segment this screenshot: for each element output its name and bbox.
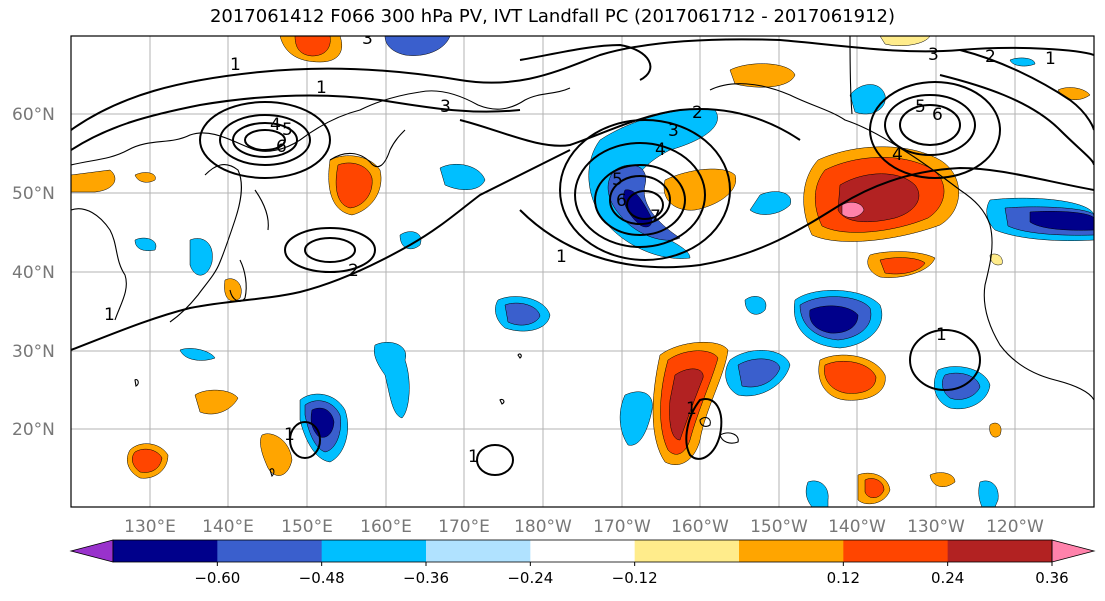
colorbar-cell (530, 540, 636, 562)
colorbar-outline (112, 539, 1053, 563)
contour-label: 6 (616, 191, 627, 211)
colorbar-cell (426, 540, 531, 562)
contour-label: 4 (270, 115, 281, 135)
lat-label: 60°N (12, 105, 55, 125)
longitude-labels: 130°E 140°E 150°E 160°E 170°E 180°W 170°… (124, 517, 1044, 537)
contour-label: 3 (928, 45, 939, 65)
colorbar-cell (947, 540, 1053, 562)
colorbar-tick-label: −0.48 (299, 569, 345, 587)
latitude-labels: 60°N 50°N 40°N 30°N 20°N (12, 105, 55, 440)
map-frame (70, 35, 1095, 508)
contour-label: 3 (668, 121, 679, 141)
lon-label: 160°E (360, 517, 412, 537)
lon-label: 150°E (281, 517, 333, 537)
contour-label: 3 (362, 29, 373, 49)
contour-label: 5 (915, 97, 926, 117)
colorbar-tick-label: 0.36 (1035, 569, 1068, 587)
contour-label: 1 (284, 425, 295, 445)
colorbar: −0.60−0.48−0.36−0.24−0.120.120.240.360.4… (69, 539, 1096, 587)
contour-label: 4 (655, 140, 666, 160)
contour-label: 1 (316, 78, 327, 98)
colorbar-tick-label: −0.60 (194, 569, 240, 587)
contour-label: 2 (985, 47, 996, 67)
contour-label: 1 (104, 305, 115, 325)
colorbar-ticks: −0.60−0.48−0.36−0.24−0.120.120.240.360.4… (194, 562, 1069, 587)
contour-label: 2 (692, 103, 703, 123)
colorbar-tick-label: −0.24 (507, 569, 553, 587)
colorbar-tick-label: 0.24 (931, 569, 964, 587)
contour-label: 2 (348, 261, 359, 281)
contour-label: 1 (468, 447, 479, 467)
colorbar-tick-label: 0.12 (827, 569, 860, 587)
lon-label: 170°E (438, 517, 490, 537)
coastlines (71, 36, 1094, 478)
lon-label: 140°E (202, 517, 254, 537)
colorbar-cell (634, 540, 740, 562)
colorbar-cells (69, 539, 1096, 563)
contour-label: 1 (230, 55, 241, 75)
contour-label: 6 (276, 137, 287, 157)
lon-label: 130°E (124, 517, 176, 537)
colorbar-arrow-right (1051, 539, 1096, 563)
colorbar-tick-label: −0.12 (612, 569, 658, 587)
colorbar-cell (217, 540, 323, 562)
lon-label: 130°W (907, 517, 965, 537)
colorbar-cell (843, 540, 949, 562)
lon-label: 120°W (986, 517, 1044, 537)
lat-label: 40°N (12, 263, 55, 283)
lon-label: 180°W (514, 517, 572, 537)
contour-label: 1 (686, 399, 697, 419)
lon-label: 140°W (828, 517, 886, 537)
colorbar-cell (739, 540, 844, 562)
contour-label: 1 (556, 247, 567, 267)
contour-label: 1 (1045, 49, 1056, 69)
contour-label: 1 (936, 325, 947, 345)
contours (71, 38, 1094, 476)
contour-label: 4 (892, 145, 903, 165)
map-title: 2017061412 F066 300 hPa PV, IVT Landfall… (209, 6, 896, 27)
colorbar-arrow-left (69, 539, 114, 563)
lat-label: 50°N (12, 184, 55, 204)
lat-label: 30°N (12, 342, 55, 362)
colorbar-tick-label: −0.36 (403, 569, 449, 587)
colorbar-cell (321, 540, 427, 562)
lon-label: 160°W (671, 517, 729, 537)
shaded-field (71, 36, 1094, 507)
lat-label: 20°N (12, 420, 55, 440)
contour-label: 5 (282, 120, 293, 140)
contour-label: 5 (612, 170, 623, 190)
colorbar-cell (113, 540, 218, 562)
contour-label: 7 (650, 207, 661, 227)
contour-label: 6 (932, 105, 943, 125)
lon-label: 150°W (750, 517, 808, 537)
lon-label: 170°W (593, 517, 651, 537)
contour-labels: 1 1 1 2 3 4 5 6 1 2 3 4 5 6 7 1 2 3 4 5 (104, 29, 1056, 467)
map-content: 1 1 1 2 3 4 5 6 1 2 3 4 5 6 7 1 2 3 4 5 (71, 29, 1094, 507)
contour-label: 3 (440, 97, 451, 117)
